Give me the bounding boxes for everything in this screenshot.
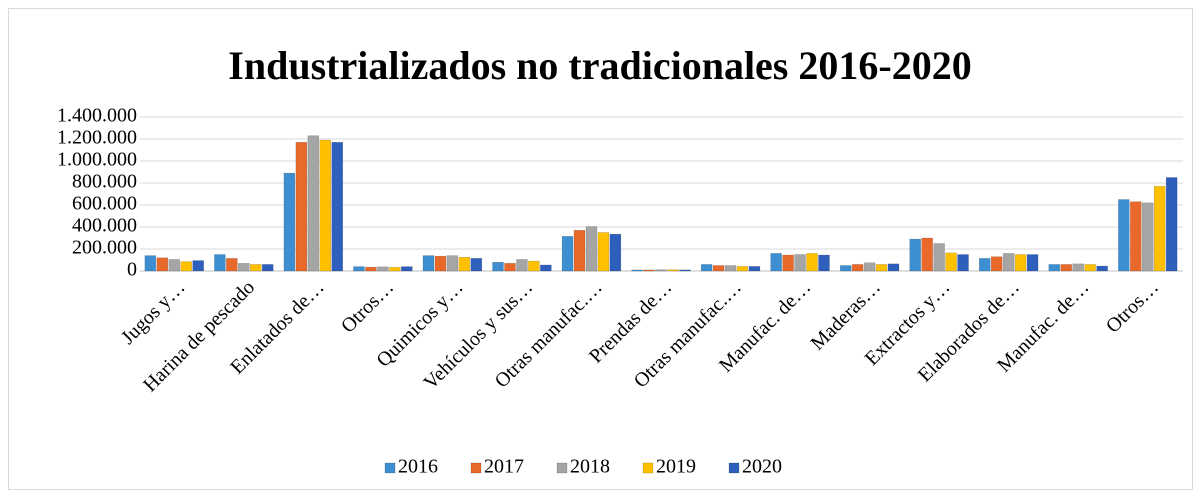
y-tick-label: 1.000.000 — [57, 149, 137, 171]
y-tick-label: 800.000 — [72, 171, 137, 193]
legend-swatch — [384, 462, 396, 474]
bar — [724, 265, 737, 272]
bar — [156, 257, 169, 272]
bar — [377, 266, 389, 272]
bar — [839, 265, 852, 272]
bar — [700, 264, 713, 272]
bar — [1048, 264, 1061, 272]
legend-swatch — [470, 462, 482, 474]
bar — [887, 263, 900, 272]
bar — [516, 259, 528, 272]
bar — [909, 238, 921, 272]
bar — [446, 255, 459, 272]
bar — [1142, 202, 1154, 272]
bar — [1014, 254, 1027, 272]
bar — [1072, 263, 1084, 272]
bar — [712, 265, 725, 272]
y-tick-label: 200.000 — [72, 237, 137, 259]
bar — [679, 269, 691, 272]
legend-label: 2016 — [398, 456, 438, 478]
bar — [1096, 265, 1108, 272]
legend-swatch — [728, 462, 740, 474]
bar — [470, 258, 483, 272]
bar — [226, 258, 238, 272]
bar — [504, 263, 516, 272]
bar — [458, 257, 471, 272]
bar — [794, 254, 806, 272]
bar — [643, 269, 655, 272]
bar — [250, 264, 262, 272]
bar — [1165, 177, 1178, 272]
bar — [144, 255, 157, 272]
bar — [782, 254, 794, 272]
bar — [528, 260, 540, 272]
bar — [736, 266, 749, 272]
bar — [261, 264, 274, 272]
legend-label: 2018 — [570, 456, 610, 478]
bar — [979, 258, 991, 272]
bar — [748, 266, 761, 272]
bar — [319, 139, 332, 272]
bar — [585, 226, 598, 272]
bar — [1060, 264, 1072, 272]
bar — [875, 264, 888, 272]
chart-title: Industrializados no tradicionales 2016-2… — [228, 43, 971, 88]
bar — [540, 264, 552, 272]
legend-label: 2017 — [484, 456, 524, 478]
bar — [192, 260, 204, 272]
bar — [573, 230, 586, 272]
bar — [307, 135, 320, 272]
bar — [295, 142, 308, 272]
bar — [168, 259, 180, 272]
bar — [957, 254, 969, 272]
legend-label: 2020 — [742, 456, 782, 478]
bar — [365, 266, 377, 272]
bar — [238, 263, 250, 272]
bar — [933, 243, 945, 272]
bar — [1026, 254, 1039, 272]
y-tick-label: 0 — [127, 259, 137, 281]
bar — [921, 237, 933, 272]
bar — [851, 264, 864, 272]
bar — [667, 269, 679, 272]
bar — [631, 269, 643, 272]
bar — [945, 252, 957, 272]
bar — [609, 233, 622, 272]
bar — [422, 255, 435, 272]
bar — [561, 236, 574, 272]
bar — [401, 266, 413, 272]
y-tick-label: 600.000 — [72, 193, 137, 215]
bar — [331, 142, 343, 272]
legend-swatch — [642, 462, 654, 474]
bar — [353, 266, 365, 272]
y-tick-label: 1.200.000 — [57, 127, 137, 149]
bar — [434, 255, 447, 272]
bar — [863, 262, 876, 272]
bar — [1002, 253, 1015, 272]
bar — [770, 253, 782, 272]
bar — [1130, 201, 1142, 272]
bar — [283, 172, 296, 272]
bar — [806, 253, 818, 272]
bar — [1118, 199, 1130, 272]
bar — [389, 267, 401, 272]
y-tick-label: 400.000 — [72, 215, 137, 237]
bar — [1084, 264, 1096, 272]
bar — [597, 232, 610, 272]
bar — [818, 254, 830, 272]
legend-swatch — [556, 462, 568, 474]
bar — [492, 261, 504, 272]
bar — [180, 261, 192, 272]
bar — [655, 269, 667, 272]
y-tick-label: 1.400.000 — [57, 105, 137, 127]
bar — [1153, 186, 1166, 272]
legend-label: 2019 — [656, 456, 696, 478]
bar — [214, 254, 226, 272]
bar — [990, 256, 1003, 272]
